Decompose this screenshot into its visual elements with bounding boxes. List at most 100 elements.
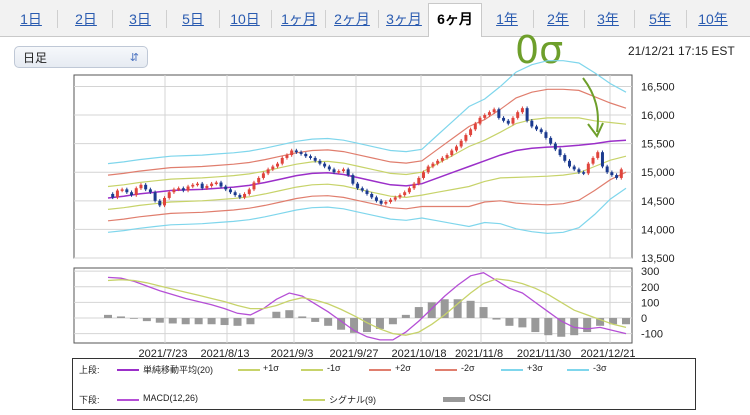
osci-bar [311,318,320,322]
tab-11[interactable]: 3年 [597,11,619,27]
x-tick-label: 2021/8/13 [201,348,250,360]
tab-4[interactable]: 10日 [230,11,260,27]
tab-7[interactable]: 3ヶ月 [386,11,422,27]
candle-body [153,192,157,201]
candle-body [374,197,378,201]
osci-bar [116,316,125,318]
legend-upper-label: 上段: [79,365,100,375]
candle-body [464,135,468,141]
osci-bar [194,318,203,325]
candle-body [412,183,416,189]
candle-body [483,115,487,118]
tab-9[interactable]: 1年 [496,11,518,27]
tab-3[interactable]: 5日 [182,11,204,27]
candle-body [445,155,449,158]
tab-12[interactable]: 5年 [649,11,671,27]
candle-body [539,129,543,133]
candle-body [139,184,143,189]
x-tick-label: 2021/7/23 [139,348,188,360]
candle-body [426,166,430,173]
legend-swatch-plus2sigma [369,369,391,371]
candle-body [567,160,571,167]
tab-0[interactable]: 1日 [20,11,42,27]
x-tick-label: 2021/12/21 [580,348,635,360]
osci-bar [363,318,371,333]
candle-body [134,188,138,196]
candle-body [572,166,576,170]
tab-1[interactable]: 2日 [75,11,97,27]
candle-body [398,195,402,198]
legend-swatch-signal [303,399,325,401]
candle-body [356,183,360,189]
candle-body [125,189,129,193]
osci-bar [492,318,501,320]
osci-bar [570,318,579,336]
candle-body [167,192,171,198]
x-tick-label: 2021/9/27 [330,348,379,360]
tab-13[interactable]: 10年 [698,11,728,27]
osci-bar [414,307,423,318]
y-tick-label: 14,500 [641,196,675,208]
candle-body [195,183,199,186]
candle-body [450,150,454,156]
candle-body [280,157,284,164]
candle-body [610,172,614,176]
tab-separator [112,10,113,28]
series-line-5 [107,60,627,165]
interval-select-value: 日足 [23,51,48,65]
legend-item-signal: シグナル(9) [329,395,376,405]
candle-body [205,185,209,189]
osci-bar [609,318,618,325]
legend-lower-row: 下段: MACD(12,26) シグナル(9) OSCI [73,391,695,407]
candle-body [506,120,510,124]
osci-bar [350,318,359,333]
osci-bar [583,318,592,333]
legend-swatch-plus3sigma [501,369,523,371]
x-tick-label: 2021/11/8 [455,348,503,360]
series-line-4 [107,171,627,222]
osci-bar [505,318,514,326]
candle-body [511,117,515,124]
tab-2[interactable]: 3日 [129,11,151,27]
candle-body [332,169,336,173]
interval-select[interactable]: 日足 ⇵ [14,46,148,68]
osci-bar [479,307,488,318]
candle-body [407,188,411,193]
legend-item-osci: OSCI [469,393,492,403]
legend-swatch-minus1sigma [301,369,323,371]
osci-bar [596,318,605,326]
candle-body [111,193,115,198]
candle-body [219,182,223,187]
candle-body [492,109,496,113]
x-tick-label: 2021/9/3 [271,348,314,360]
candle-body [144,184,148,190]
candle-body [148,189,152,193]
osci-bar [298,316,307,318]
series-line-1 [107,117,627,188]
candle-body [544,132,548,138]
tab-separator [219,10,220,28]
candle-body [586,163,590,174]
candle-body [619,169,623,178]
tab-separator [634,10,635,28]
legend-swatch-macd [117,399,139,401]
tab-10[interactable]: 2年 [547,11,569,27]
candle-body [535,126,539,130]
legend-item-plus1sigma: +1σ [263,363,279,373]
candle-body [294,150,298,153]
tab-separator [584,10,585,28]
candle-body [502,117,506,121]
candle-body [473,123,477,130]
candle-body [563,155,567,161]
osci-bar [453,299,462,318]
y-tick-label: 0 [641,313,647,325]
tab-separator [686,10,687,28]
candle-body [360,188,364,191]
tab-6[interactable]: 2ヶ月 [334,11,370,27]
candle-body [520,108,524,113]
tab-8[interactable]: 6ヶ月 [428,3,482,37]
annotation-arrowhead [587,122,604,138]
tab-5[interactable]: 1ヶ月 [281,11,317,27]
legend-swatch-minus2sigma [435,369,457,371]
legend-swatch-minus3sigma [567,369,589,371]
